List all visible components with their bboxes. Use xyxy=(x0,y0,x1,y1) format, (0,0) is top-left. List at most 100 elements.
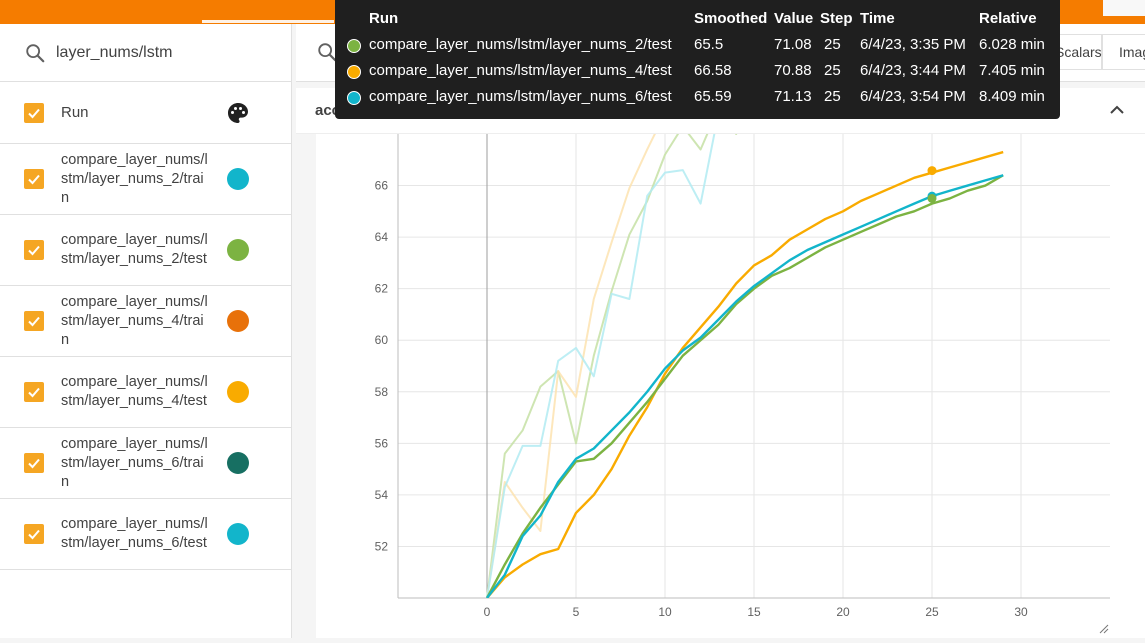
tooltip-smoothed: 65.5 xyxy=(694,36,724,53)
runs-filter[interactable]: layer_nums/lstm xyxy=(0,24,291,82)
tooltip-run: compare_layer_nums/lstm/layer_nums_4/tes… xyxy=(369,62,672,79)
series-line xyxy=(486,134,656,598)
run-color-swatch[interactable] xyxy=(227,310,249,332)
y-tick-label: 62 xyxy=(375,282,389,296)
series-color-dot xyxy=(347,91,361,105)
chart-card: 52 54 56 58 60 62 64 66 0 5 10 15 20 25 30 xyxy=(316,134,1145,638)
check-icon xyxy=(28,316,40,327)
select-all-checkbox[interactable] xyxy=(24,102,44,123)
tooltip-smoothed: 66.58 xyxy=(694,62,732,79)
x-tick-label: 5 xyxy=(573,605,580,619)
tooltip-value: 70.88 xyxy=(774,62,812,79)
run-name: compare_layer_nums/lstm/layer_nums_6/tes… xyxy=(61,516,208,551)
tooltip-time: 6/4/23, 3:35 PM xyxy=(860,36,966,53)
run-item[interactable]: compare_layer_nums/lstm/layer_nums_6/tra… xyxy=(0,428,291,499)
tooltip-value: 71.13 xyxy=(774,88,812,105)
series-line xyxy=(485,174,1004,598)
active-tab-indicator xyxy=(202,20,334,23)
tooltip-row: compare_layer_nums/lstm/layer_nums_4/tes… xyxy=(335,62,1060,88)
run-color-swatch[interactable] xyxy=(227,452,249,474)
x-tick-label: 30 xyxy=(1014,605,1028,619)
top-bar-corner xyxy=(1103,0,1145,16)
run-item[interactable]: compare_layer_nums/lstm/layer_nums_2/tra… xyxy=(0,144,291,215)
series-color-dot xyxy=(347,39,361,53)
run-name: compare_layer_nums/lstm/layer_nums_6/tra… xyxy=(61,435,208,490)
chevron-up-icon[interactable] xyxy=(1107,100,1127,120)
tooltip-relative: 7.405 min xyxy=(979,62,1045,79)
search-icon[interactable] xyxy=(316,41,338,63)
runs-table-header: Run xyxy=(0,82,291,144)
check-icon xyxy=(28,245,40,256)
run-checkbox[interactable] xyxy=(24,453,44,473)
run-name: compare_layer_nums/lstm/layer_nums_2/tra… xyxy=(61,151,208,206)
x-tick-label: 0 xyxy=(484,605,491,619)
tooltip-header-relative: Relative xyxy=(979,10,1037,27)
tooltip-relative: 8.409 min xyxy=(979,88,1045,105)
tooltip-run: compare_layer_nums/lstm/layer_nums_6/tes… xyxy=(369,88,672,105)
y-tick-label: 64 xyxy=(375,230,389,244)
run-color-swatch[interactable] xyxy=(227,523,249,545)
check-icon xyxy=(28,174,40,185)
run-item[interactable]: compare_layer_nums/lstm/layer_nums_2/tes… xyxy=(0,215,291,286)
run-checkbox[interactable] xyxy=(24,524,44,544)
series-line xyxy=(486,174,1004,598)
x-tick-label: 25 xyxy=(925,605,939,619)
y-tick-label: 58 xyxy=(375,385,389,399)
run-checkbox[interactable] xyxy=(24,240,44,260)
series-line xyxy=(486,134,716,598)
run-checkbox[interactable] xyxy=(24,169,44,189)
tooltip-relative: 6.028 min xyxy=(979,36,1045,53)
run-checkbox[interactable] xyxy=(24,311,44,331)
run-name: compare_layer_nums/lstm/layer_nums_2/tes… xyxy=(61,232,208,267)
search-icon xyxy=(26,43,45,62)
run-item[interactable]: compare_layer_nums/lstm/layer_nums_4/tes… xyxy=(0,357,291,428)
runs-sidebar: layer_nums/lstm Run compare_layer_nums/l… xyxy=(0,24,292,638)
run-list: compare_layer_nums/lstm/layer_nums_2/tra… xyxy=(0,144,291,570)
tooltip-run: compare_layer_nums/lstm/layer_nums_2/tes… xyxy=(369,36,672,53)
hover-point-marker xyxy=(927,166,937,176)
tooltip-time: 6/4/23, 3:44 PM xyxy=(860,62,966,79)
x-tick-label: 15 xyxy=(747,605,761,619)
tooltip-time: 6/4/23, 3:54 PM xyxy=(860,88,966,105)
runs-filter-input[interactable]: layer_nums/lstm xyxy=(56,43,173,61)
series-color-dot xyxy=(347,65,361,79)
tooltip-header-step: Step xyxy=(820,10,853,27)
tooltip-step: 25 xyxy=(824,62,841,79)
run-name: compare_layer_nums/lstm/layer_nums_4/tra… xyxy=(61,293,208,348)
accuracy-chart[interactable]: 52 54 56 58 60 62 64 66 0 5 10 15 20 25 30 xyxy=(316,134,1145,638)
y-tick-label: 52 xyxy=(375,539,389,553)
tooltip-header-value: Value xyxy=(774,10,814,27)
tooltip-header-smoothed: Smoothed xyxy=(694,10,768,27)
tooltip-smoothed: 65.59 xyxy=(694,88,732,105)
run-column-label: Run xyxy=(61,104,89,121)
tooltip-step: 25 xyxy=(824,88,841,105)
run-name: compare_layer_nums/lstm/layer_nums_4/tes… xyxy=(61,374,208,409)
run-item[interactable]: compare_layer_nums/lstm/layer_nums_4/tra… xyxy=(0,286,291,357)
y-tick-label: 56 xyxy=(375,436,389,450)
y-tick-label: 60 xyxy=(375,333,389,347)
check-icon xyxy=(28,458,40,469)
tooltip-row: compare_layer_nums/lstm/layer_nums_2/tes… xyxy=(335,36,1060,62)
check-icon xyxy=(28,529,40,540)
x-tick-label: 10 xyxy=(658,605,672,619)
tooltip-header-time: Time xyxy=(860,10,895,27)
series-line xyxy=(486,150,1004,598)
resize-handle-icon[interactable] xyxy=(1097,622,1109,634)
hover-point-marker xyxy=(927,193,937,203)
tooltip-step: 25 xyxy=(824,36,841,53)
tooltip-header-run: Run xyxy=(369,10,399,27)
check-icon xyxy=(28,108,40,118)
tab-images[interactable]: Images xyxy=(1102,34,1145,70)
y-tick-label: 54 xyxy=(375,488,389,502)
series-line xyxy=(486,134,738,598)
run-color-swatch[interactable] xyxy=(227,381,249,403)
palette-icon[interactable] xyxy=(226,101,250,125)
run-checkbox[interactable] xyxy=(24,382,44,402)
x-tick-label: 20 xyxy=(836,605,850,619)
tooltip-value: 71.08 xyxy=(774,36,812,53)
run-color-swatch[interactable] xyxy=(227,239,249,261)
run-color-swatch[interactable] xyxy=(227,168,249,190)
check-icon xyxy=(28,387,40,398)
chart-tooltip: Run Smoothed Value Step Time Relative co… xyxy=(335,0,1060,119)
run-item[interactable]: compare_layer_nums/lstm/layer_nums_6/tes… xyxy=(0,499,291,570)
